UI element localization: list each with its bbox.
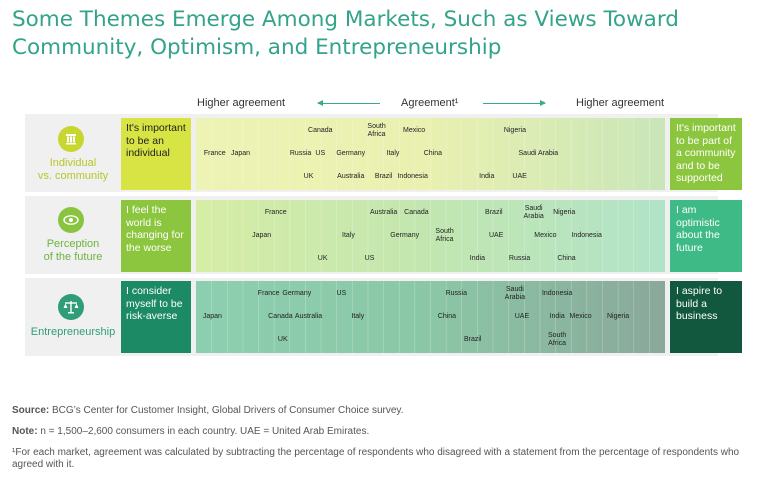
market-label: France	[257, 289, 280, 297]
right-statement-entrepreneurship: I aspire to build a business	[670, 281, 742, 353]
market-label: India	[479, 173, 495, 181]
row-label-future: Perception of the future	[26, 238, 120, 264]
footnote: ¹For each market, agreement was calculat…	[12, 447, 740, 470]
market-label: Russia	[289, 150, 312, 157]
note-label: Note:	[12, 426, 38, 437]
left-statement-individual: It's important to be an individual	[121, 118, 191, 190]
right-statement-individual: It's important to be part of a community…	[670, 118, 742, 190]
market-label: Australia	[369, 208, 398, 216]
row-label-entrepreneurship: Entrepreneurship	[26, 326, 120, 339]
row-label-line: of the future	[43, 251, 103, 263]
market-label: Russia	[445, 289, 467, 297]
market-label: Australia	[294, 313, 323, 320]
market-label: Nigeria	[503, 126, 526, 134]
market-label: South Africa	[547, 332, 567, 348]
title-line-1: Some Themes Emerge Among Markets, Such a…	[12, 7, 679, 32]
market-label: Saudi Arabia	[518, 150, 559, 157]
market-label: UAE	[512, 173, 527, 181]
market-label: Mexico	[569, 313, 592, 320]
agreement-band-future: France Japan UK Italy US Australia Canada Germa…	[196, 200, 665, 272]
market-label: Indonesia	[571, 232, 602, 239]
chart-title: Some Themes Emerge Among Markets, Such a…	[12, 6, 752, 62]
row-label-line: Individual	[49, 157, 97, 169]
market-label: India	[469, 255, 485, 263]
left-statement-entrepreneurship: I consider myself to be risk-averse	[121, 281, 191, 353]
market-label: Saudi Arabia	[523, 204, 544, 220]
market-label: Germany	[390, 232, 420, 239]
market-label: US	[364, 255, 375, 263]
market-label: Canada	[404, 208, 429, 216]
right-statement-future: I am optimistic about the future	[670, 200, 742, 272]
market-label: India	[549, 313, 565, 320]
market-label: Italy	[342, 232, 355, 239]
band-background	[196, 200, 665, 272]
header-center-label: Agreement¹	[401, 97, 459, 109]
market-label: Brazil	[374, 173, 393, 181]
market-label: Germany	[336, 150, 366, 157]
market-label: UK	[317, 255, 328, 263]
market-label: France	[203, 150, 226, 157]
market-label: Saudi Arabia	[504, 285, 526, 301]
band-background	[196, 281, 665, 353]
market-label: UK	[277, 336, 288, 344]
note-text: n = 1,500–2,600 consumers in each countr…	[37, 426, 370, 437]
row-label-line: vs. community	[37, 170, 109, 182]
agreement-band-entrepreneurship: Japan France Germany Canada Australia UK US Ita…	[196, 281, 665, 353]
market-label: China	[437, 313, 457, 320]
market-label: UK	[303, 173, 314, 181]
market-label: Germany	[282, 289, 312, 297]
market-label: US	[336, 289, 347, 297]
row-label-line: Entrepreneurship	[30, 326, 116, 338]
market-label: Canada	[308, 126, 333, 134]
market-label: Italy	[351, 313, 365, 320]
market-label: UAE	[514, 313, 530, 320]
market-label: Nigeria	[607, 313, 630, 320]
row-label-individual: Individual vs. community	[26, 157, 120, 183]
market-label: Canada	[268, 313, 293, 320]
market-label: US	[315, 150, 326, 157]
band-background	[196, 118, 665, 190]
source-text: BCG’s Center for Customer Insight, Globa…	[49, 405, 404, 416]
note: Note: n = 1,500–2,600 consumers in each …	[12, 426, 747, 438]
source-label: Source:	[12, 405, 50, 416]
market-label: Japan	[252, 232, 272, 239]
market-label: South Africa	[435, 228, 454, 243]
market-label: Brazil	[485, 208, 503, 216]
left-statement-future: I feel the world is changing for the wor…	[121, 200, 191, 272]
right-arrow	[483, 100, 546, 106]
market-label: Russia	[508, 255, 531, 263]
market-label: Mexico	[534, 232, 557, 239]
market-label: South Africa	[367, 122, 386, 138]
row-label-line: Perception	[46, 238, 100, 250]
agreement-band-individual: France Japan Russia US Canada UK Germany Austra…	[196, 118, 665, 190]
market-label: Indonesia	[397, 173, 428, 181]
market-label: Brazil	[463, 336, 482, 344]
pillar-icon	[58, 126, 84, 152]
header-left-label: Higher agreement	[197, 97, 286, 109]
market-label: France	[264, 208, 287, 216]
left-arrow	[317, 100, 380, 106]
market-label: Italy	[386, 150, 400, 157]
scale-icon	[58, 294, 84, 320]
eye-icon	[58, 207, 84, 233]
header-right-label: Higher agreement	[576, 97, 665, 109]
market-label: Japan	[231, 150, 251, 157]
market-label: Nigeria	[553, 208, 576, 216]
market-label: Indonesia	[541, 289, 573, 297]
market-label: Mexico	[402, 126, 426, 134]
market-label: Australia	[337, 173, 365, 181]
market-label: China	[557, 255, 576, 263]
title-line-2: Community, Optimism, and Entrepreneurshi…	[12, 35, 502, 60]
market-label: Japan	[202, 313, 222, 320]
source-note: Source: BCG’s Center for Customer Insigh…	[12, 405, 747, 417]
market-label: China	[423, 150, 442, 157]
market-label: UAE	[488, 232, 504, 239]
